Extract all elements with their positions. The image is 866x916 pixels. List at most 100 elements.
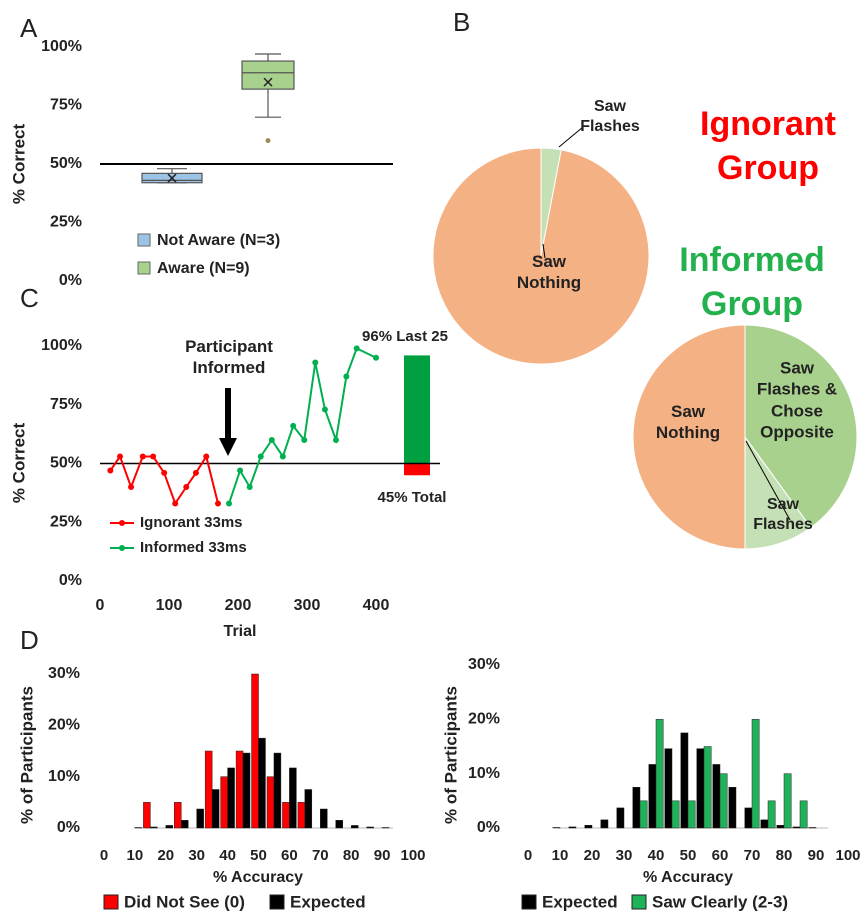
mean-marker xyxy=(167,173,177,183)
leader-line xyxy=(745,440,791,521)
bar xyxy=(165,825,174,829)
bar xyxy=(211,789,220,829)
point xyxy=(268,437,275,443)
point xyxy=(161,469,168,476)
x-tick-label: 90 xyxy=(808,847,825,864)
point xyxy=(343,373,350,380)
bar xyxy=(204,750,213,829)
x-tick-label: 200 xyxy=(225,597,252,614)
legend-swatch xyxy=(137,233,151,247)
group-title: Informed Group xyxy=(679,240,825,323)
bar xyxy=(671,800,680,829)
bar xyxy=(297,802,306,829)
y-tick-label: 10% xyxy=(48,768,80,785)
bar xyxy=(584,825,593,829)
y-tick-label: 0% xyxy=(59,272,82,289)
panel-letter: A xyxy=(20,13,38,43)
y-axis-title: % of Participants xyxy=(17,686,36,824)
leader-line xyxy=(542,243,546,259)
bar xyxy=(760,819,769,829)
point xyxy=(237,467,244,474)
point xyxy=(117,453,124,460)
point xyxy=(226,500,233,507)
bar xyxy=(289,767,297,829)
bar xyxy=(174,802,182,829)
y-tick-label: 0% xyxy=(57,819,80,836)
legend-label: Aware (N=9) xyxy=(157,260,250,277)
bar xyxy=(320,808,328,829)
y-tick-label: 20% xyxy=(468,711,500,728)
bar xyxy=(767,800,776,829)
point xyxy=(321,406,328,413)
legend-label: Did Not See (0) xyxy=(124,892,245,911)
bar xyxy=(235,750,244,829)
bar xyxy=(687,800,696,829)
y-tick-label: 30% xyxy=(48,665,80,682)
bar xyxy=(366,826,374,829)
bar xyxy=(381,827,390,829)
x-tick-label: 20 xyxy=(157,847,174,864)
point xyxy=(257,453,264,460)
legend-label: Expected xyxy=(542,892,618,911)
x-tick-label: 90 xyxy=(374,847,391,864)
x-tick-label: 60 xyxy=(281,847,298,864)
summary-label: 45% Total xyxy=(378,489,447,506)
bar xyxy=(552,827,561,829)
bar xyxy=(751,719,760,829)
y-tick-label: 50% xyxy=(50,155,82,172)
bar xyxy=(134,827,143,829)
legend-swatch xyxy=(631,894,647,910)
x-tick-label: 50 xyxy=(250,847,267,864)
x-tick-label: 40 xyxy=(648,847,665,864)
bar xyxy=(728,787,737,829)
bar xyxy=(655,719,664,829)
x-axis-title: % Accuracy xyxy=(643,869,733,886)
slice-label: Saw Flashes & Chose Opposite xyxy=(756,358,838,442)
point xyxy=(246,484,253,490)
point xyxy=(290,422,297,429)
bar xyxy=(568,826,577,829)
point xyxy=(332,437,339,443)
y-tick-label: 25% xyxy=(50,214,82,231)
bar xyxy=(150,826,158,829)
pie-slice xyxy=(744,324,858,529)
y-tick-label: 30% xyxy=(468,656,500,673)
y-axis-title: % Correct xyxy=(9,423,28,504)
bar xyxy=(258,737,266,829)
bar xyxy=(696,748,705,829)
y-tick-label: 50% xyxy=(50,455,82,472)
slice-label: Saw Nothing xyxy=(655,401,721,442)
x-tick-label: 100 xyxy=(400,847,425,864)
y-tick-label: 0% xyxy=(477,819,500,836)
y-tick-label: 100% xyxy=(41,38,82,55)
legend-label: Saw Clearly (2-3) xyxy=(652,892,788,911)
point xyxy=(312,359,319,366)
x-tick-label: 50 xyxy=(680,847,697,864)
bar xyxy=(664,748,673,829)
legend-label: Ignorant 33ms xyxy=(140,514,243,531)
bar xyxy=(616,807,625,829)
slice-label: Saw Nothing xyxy=(516,251,582,292)
point xyxy=(279,453,286,460)
annotation-arrow-head xyxy=(219,438,237,456)
y-tick-label: 100% xyxy=(41,337,82,354)
legend-dot xyxy=(119,545,125,551)
x-tick-label: 40 xyxy=(219,847,236,864)
box xyxy=(241,60,295,90)
x-tick-label: 100 xyxy=(835,847,860,864)
mean-marker xyxy=(263,77,273,87)
bar xyxy=(719,773,728,829)
panel-letter: B xyxy=(453,7,470,37)
bar xyxy=(808,827,817,829)
bar xyxy=(632,787,641,829)
x-tick-label: 60 xyxy=(712,847,729,864)
x-tick-label: 10 xyxy=(127,847,144,864)
leader-line xyxy=(558,126,584,148)
x-tick-label: 30 xyxy=(616,847,633,864)
summary-bar xyxy=(404,463,430,476)
y-tick-label: 0% xyxy=(59,572,82,589)
point xyxy=(301,437,308,443)
y-axis-title: % of Participants xyxy=(441,686,460,824)
y-tick-label: 75% xyxy=(50,396,82,413)
